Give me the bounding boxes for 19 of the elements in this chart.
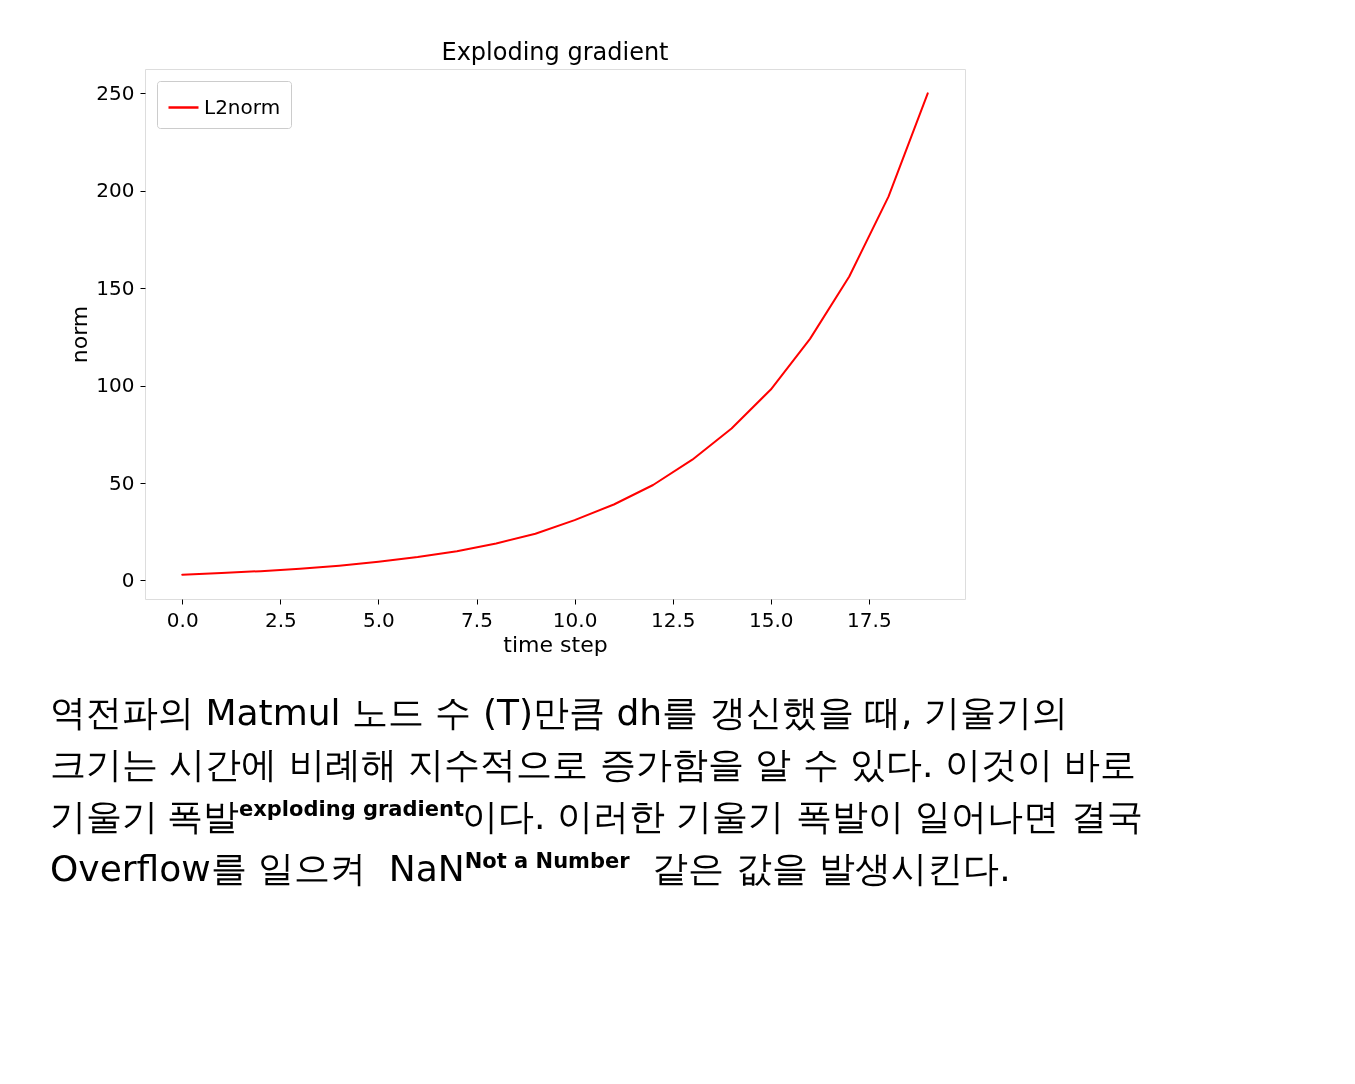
x-tick-label: 15.0 bbox=[749, 607, 794, 632]
y-tick-label: 150 bbox=[96, 275, 135, 300]
y-tick-label: 100 bbox=[96, 373, 135, 398]
x-axis-title: time step bbox=[503, 631, 608, 657]
y-tick-label: 0 bbox=[121, 567, 135, 592]
x-tick-label: 12.5 bbox=[650, 607, 696, 632]
y-axis-title: norm bbox=[67, 305, 93, 364]
x-tick-label: 5.0 bbox=[363, 607, 395, 632]
x-tick-label: 2.5 bbox=[264, 607, 297, 632]
x-tick-label: 17.5 bbox=[847, 607, 892, 632]
chart-title: Exploding gradient bbox=[441, 38, 669, 66]
x-tick-label: 10.0 bbox=[552, 607, 598, 632]
y-tick-label: 50 bbox=[109, 470, 135, 495]
x-tick-label: 7.5 bbox=[461, 607, 493, 632]
line-series bbox=[181, 92, 929, 576]
y-tick-label: 200 bbox=[96, 178, 135, 203]
x-tick-label: 0.0 bbox=[166, 607, 199, 632]
legend-label: L2norm bbox=[204, 94, 281, 119]
y-tick-label: 250 bbox=[96, 80, 135, 105]
